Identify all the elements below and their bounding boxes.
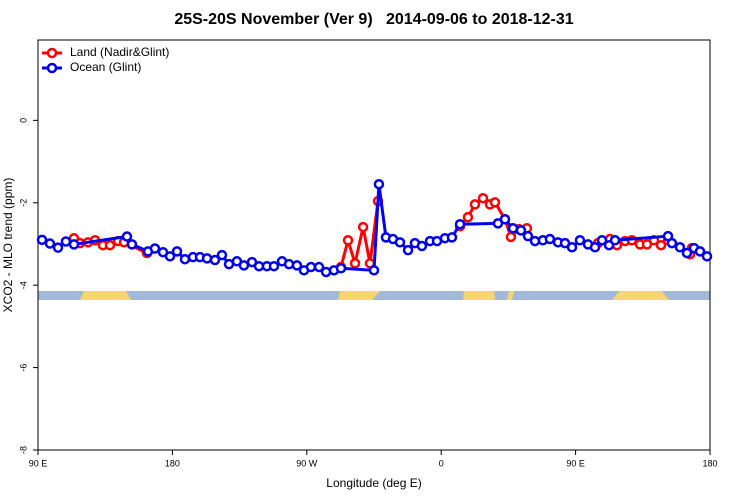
data-point bbox=[469, 199, 481, 210]
data-point bbox=[36, 234, 48, 246]
data-point bbox=[126, 239, 138, 250]
data-point bbox=[52, 242, 64, 253]
data-point bbox=[589, 242, 601, 253]
y-tick-label: -8 bbox=[18, 446, 28, 454]
legend-marker bbox=[46, 62, 58, 74]
legend-label: Ocean (Glint) bbox=[70, 60, 141, 74]
y-tick-label: -4 bbox=[18, 281, 28, 289]
data-point bbox=[164, 251, 176, 262]
data-point bbox=[68, 239, 80, 250]
x-tick-label: 180 bbox=[165, 458, 180, 468]
chart-title: 25S-20S November (Ver 9) 2014-09-06 to 2… bbox=[174, 11, 573, 28]
data-point bbox=[462, 211, 474, 223]
y-tick-label: 0 bbox=[18, 118, 28, 123]
data-point bbox=[44, 238, 56, 249]
data-point bbox=[305, 261, 317, 273]
x-tick-label: 90 W bbox=[296, 458, 318, 468]
series-line bbox=[339, 200, 380, 270]
data-point bbox=[674, 242, 686, 253]
data-point bbox=[121, 231, 133, 242]
data-point bbox=[104, 239, 116, 251]
data-point bbox=[655, 239, 667, 251]
legend-label: Land (Nadir&Glint) bbox=[70, 45, 169, 59]
data-point bbox=[477, 192, 489, 204]
data-point bbox=[416, 240, 428, 252]
data-point bbox=[446, 232, 458, 243]
data-point bbox=[566, 242, 578, 253]
data-point bbox=[574, 235, 586, 246]
data-point bbox=[313, 261, 325, 273]
data-point bbox=[373, 178, 385, 190]
data-point bbox=[209, 254, 221, 266]
land-mask-band bbox=[38, 291, 710, 300]
data-point bbox=[402, 244, 414, 256]
data-point bbox=[283, 258, 295, 270]
y-axis-label: XCO2 - MLO trend (ppm) bbox=[1, 178, 15, 313]
data-point bbox=[179, 253, 191, 265]
data-point bbox=[149, 243, 161, 254]
data-point bbox=[666, 237, 678, 249]
y-tick-label: -6 bbox=[18, 364, 28, 372]
data-point bbox=[701, 251, 713, 262]
x-tick-label: 180 bbox=[702, 458, 717, 468]
data-point bbox=[609, 235, 621, 246]
data-point bbox=[544, 233, 556, 245]
data-point bbox=[342, 235, 354, 246]
y-tick-label: -2 bbox=[18, 199, 28, 207]
data-point bbox=[291, 260, 303, 271]
data-point bbox=[694, 246, 706, 257]
data-point bbox=[499, 213, 511, 225]
data-point bbox=[216, 249, 228, 261]
data-point bbox=[368, 265, 380, 276]
data-point bbox=[454, 218, 466, 230]
data-point bbox=[596, 235, 608, 246]
data-point bbox=[268, 260, 280, 272]
data-point bbox=[335, 263, 347, 274]
data-point bbox=[357, 221, 369, 233]
x-tick-label: 90 E bbox=[566, 458, 585, 468]
x-tick-label: 90 E bbox=[29, 458, 48, 468]
legend-marker bbox=[46, 47, 58, 59]
data-point bbox=[681, 247, 693, 259]
plot-frame bbox=[37, 39, 711, 451]
data-point bbox=[505, 231, 517, 243]
data-point bbox=[171, 246, 183, 257]
data-point bbox=[349, 258, 361, 269]
data-point bbox=[522, 230, 534, 242]
x-tick-label: 0 bbox=[439, 458, 444, 468]
data-point bbox=[515, 225, 527, 236]
data-point bbox=[60, 236, 72, 247]
data-point bbox=[238, 260, 250, 271]
data-point bbox=[394, 237, 406, 248]
data-point bbox=[489, 197, 501, 208]
x-axis-label: Longitude (deg E) bbox=[326, 476, 421, 490]
